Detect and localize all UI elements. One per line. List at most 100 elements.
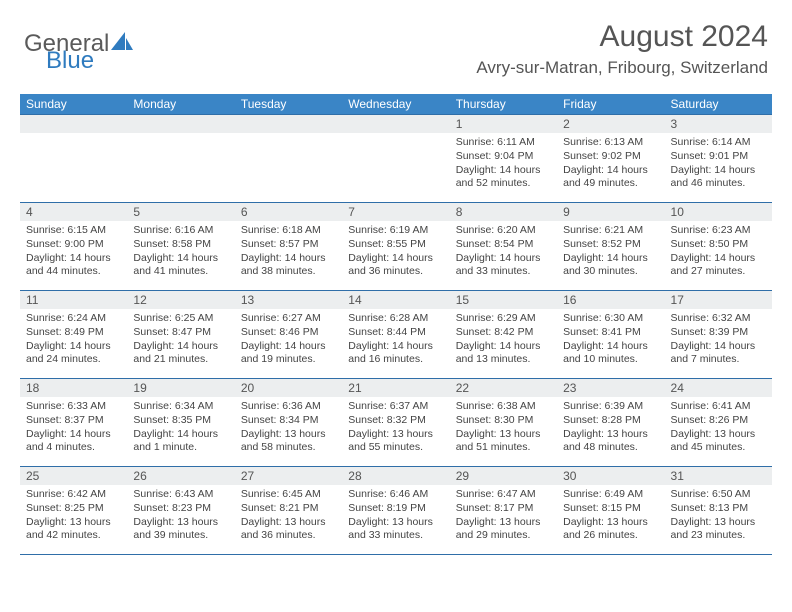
day-details: Sunrise: 6:49 AMSunset: 8:15 PMDaylight:… [557, 485, 664, 548]
calendar-day-cell: 8Sunrise: 6:20 AMSunset: 8:54 PMDaylight… [450, 203, 557, 291]
day-details: Sunrise: 6:19 AMSunset: 8:55 PMDaylight:… [342, 221, 449, 284]
day-number: 1 [450, 115, 557, 133]
sunset-line: Sunset: 8:42 PM [456, 326, 551, 339]
calendar-empty-cell [235, 115, 342, 203]
day-details: Sunrise: 6:45 AMSunset: 8:21 PMDaylight:… [235, 485, 342, 548]
calendar-day-cell: 26Sunrise: 6:43 AMSunset: 8:23 PMDayligh… [127, 467, 234, 555]
sunset-line: Sunset: 8:39 PM [671, 326, 766, 339]
sunset-line: Sunset: 8:30 PM [456, 414, 551, 427]
day-number [20, 115, 127, 133]
calendar-day-cell: 30Sunrise: 6:49 AMSunset: 8:15 PMDayligh… [557, 467, 664, 555]
sunrise-line: Sunrise: 6:15 AM [26, 224, 121, 237]
daylight-line: Daylight: 14 hours and 36 minutes. [348, 252, 443, 278]
sunrise-line: Sunrise: 6:33 AM [26, 400, 121, 413]
page-header: General Blue August 2024 Avry-sur-Matran… [0, 0, 792, 86]
day-number: 6 [235, 203, 342, 221]
calendar-day-cell: 20Sunrise: 6:36 AMSunset: 8:34 PMDayligh… [235, 379, 342, 467]
calendar-day-cell: 27Sunrise: 6:45 AMSunset: 8:21 PMDayligh… [235, 467, 342, 555]
day-details: Sunrise: 6:36 AMSunset: 8:34 PMDaylight:… [235, 397, 342, 460]
daylight-line: Daylight: 13 hours and 55 minutes. [348, 428, 443, 454]
day-number: 18 [20, 379, 127, 397]
calendar-week-row: 1Sunrise: 6:11 AMSunset: 9:04 PMDaylight… [20, 115, 772, 203]
sunrise-line: Sunrise: 6:29 AM [456, 312, 551, 325]
sunrise-line: Sunrise: 6:23 AM [671, 224, 766, 237]
calendar-day-cell: 29Sunrise: 6:47 AMSunset: 8:17 PMDayligh… [450, 467, 557, 555]
calendar-day-cell: 17Sunrise: 6:32 AMSunset: 8:39 PMDayligh… [665, 291, 772, 379]
day-number: 11 [20, 291, 127, 309]
calendar-day-cell: 28Sunrise: 6:46 AMSunset: 8:19 PMDayligh… [342, 467, 449, 555]
calendar-day-cell: 25Sunrise: 6:42 AMSunset: 8:25 PMDayligh… [20, 467, 127, 555]
location-subtitle: Avry-sur-Matran, Fribourg, Switzerland [476, 58, 768, 78]
sunset-line: Sunset: 8:19 PM [348, 502, 443, 515]
day-details: Sunrise: 6:24 AMSunset: 8:49 PMDaylight:… [20, 309, 127, 372]
calendar-week-row: 18Sunrise: 6:33 AMSunset: 8:37 PMDayligh… [20, 379, 772, 467]
day-details: Sunrise: 6:47 AMSunset: 8:17 PMDaylight:… [450, 485, 557, 548]
sunset-line: Sunset: 8:26 PM [671, 414, 766, 427]
sunrise-line: Sunrise: 6:19 AM [348, 224, 443, 237]
daylight-line: Daylight: 13 hours and 33 minutes. [348, 516, 443, 542]
daylight-line: Daylight: 14 hours and 46 minutes. [671, 164, 766, 190]
daylight-line: Daylight: 14 hours and 27 minutes. [671, 252, 766, 278]
calendar-day-cell: 12Sunrise: 6:25 AMSunset: 8:47 PMDayligh… [127, 291, 234, 379]
sunrise-line: Sunrise: 6:24 AM [26, 312, 121, 325]
day-number [342, 115, 449, 133]
day-details: Sunrise: 6:50 AMSunset: 8:13 PMDaylight:… [665, 485, 772, 548]
calendar-week-row: 11Sunrise: 6:24 AMSunset: 8:49 PMDayligh… [20, 291, 772, 379]
daylight-line: Daylight: 14 hours and 21 minutes. [133, 340, 228, 366]
calendar-day-cell: 21Sunrise: 6:37 AMSunset: 8:32 PMDayligh… [342, 379, 449, 467]
calendar-day-cell: 6Sunrise: 6:18 AMSunset: 8:57 PMDaylight… [235, 203, 342, 291]
day-number: 28 [342, 467, 449, 485]
day-number: 8 [450, 203, 557, 221]
day-number: 10 [665, 203, 772, 221]
calendar-day-cell: 10Sunrise: 6:23 AMSunset: 8:50 PMDayligh… [665, 203, 772, 291]
sunrise-line: Sunrise: 6:21 AM [563, 224, 658, 237]
day-number: 30 [557, 467, 664, 485]
day-details: Sunrise: 6:21 AMSunset: 8:52 PMDaylight:… [557, 221, 664, 284]
calendar-table: SundayMondayTuesdayWednesdayThursdayFrid… [20, 94, 772, 555]
day-number: 5 [127, 203, 234, 221]
daylight-line: Daylight: 13 hours and 26 minutes. [563, 516, 658, 542]
daylight-line: Daylight: 14 hours and 4 minutes. [26, 428, 121, 454]
sunrise-line: Sunrise: 6:16 AM [133, 224, 228, 237]
daylight-line: Daylight: 14 hours and 24 minutes. [26, 340, 121, 366]
day-details: Sunrise: 6:41 AMSunset: 8:26 PMDaylight:… [665, 397, 772, 460]
day-number: 24 [665, 379, 772, 397]
day-details: Sunrise: 6:39 AMSunset: 8:28 PMDaylight:… [557, 397, 664, 460]
daylight-line: Daylight: 14 hours and 13 minutes. [456, 340, 551, 366]
daylight-line: Daylight: 13 hours and 48 minutes. [563, 428, 658, 454]
sunset-line: Sunset: 9:04 PM [456, 150, 551, 163]
calendar-day-cell: 5Sunrise: 6:16 AMSunset: 8:58 PMDaylight… [127, 203, 234, 291]
title-block: August 2024 Avry-sur-Matran, Fribourg, S… [476, 20, 768, 78]
daylight-line: Daylight: 14 hours and 52 minutes. [456, 164, 551, 190]
day-details: Sunrise: 6:25 AMSunset: 8:47 PMDaylight:… [127, 309, 234, 372]
sunrise-line: Sunrise: 6:49 AM [563, 488, 658, 501]
day-number: 20 [235, 379, 342, 397]
daylight-line: Daylight: 14 hours and 33 minutes. [456, 252, 551, 278]
daylight-line: Daylight: 14 hours and 44 minutes. [26, 252, 121, 278]
day-number [127, 115, 234, 133]
daylight-line: Daylight: 14 hours and 41 minutes. [133, 252, 228, 278]
sunrise-line: Sunrise: 6:45 AM [241, 488, 336, 501]
day-number: 13 [235, 291, 342, 309]
sunset-line: Sunset: 8:28 PM [563, 414, 658, 427]
day-details: Sunrise: 6:23 AMSunset: 8:50 PMDaylight:… [665, 221, 772, 284]
sunset-line: Sunset: 8:50 PM [671, 238, 766, 251]
sunset-line: Sunset: 8:55 PM [348, 238, 443, 251]
calendar-day-cell: 9Sunrise: 6:21 AMSunset: 8:52 PMDaylight… [557, 203, 664, 291]
calendar-header-row: SundayMondayTuesdayWednesdayThursdayFrid… [20, 94, 772, 115]
sunset-line: Sunset: 8:21 PM [241, 502, 336, 515]
sunset-line: Sunset: 9:00 PM [26, 238, 121, 251]
day-number: 3 [665, 115, 772, 133]
daylight-line: Daylight: 14 hours and 19 minutes. [241, 340, 336, 366]
day-details: Sunrise: 6:11 AMSunset: 9:04 PMDaylight:… [450, 133, 557, 196]
sunset-line: Sunset: 8:32 PM [348, 414, 443, 427]
daylight-line: Daylight: 13 hours and 36 minutes. [241, 516, 336, 542]
sunrise-line: Sunrise: 6:42 AM [26, 488, 121, 501]
weekday-header: Sunday [20, 94, 127, 115]
weekday-header: Saturday [665, 94, 772, 115]
calendar-day-cell: 14Sunrise: 6:28 AMSunset: 8:44 PMDayligh… [342, 291, 449, 379]
sunrise-line: Sunrise: 6:13 AM [563, 136, 658, 149]
logo-sail-icon [111, 32, 133, 57]
calendar-day-cell: 24Sunrise: 6:41 AMSunset: 8:26 PMDayligh… [665, 379, 772, 467]
day-details: Sunrise: 6:37 AMSunset: 8:32 PMDaylight:… [342, 397, 449, 460]
